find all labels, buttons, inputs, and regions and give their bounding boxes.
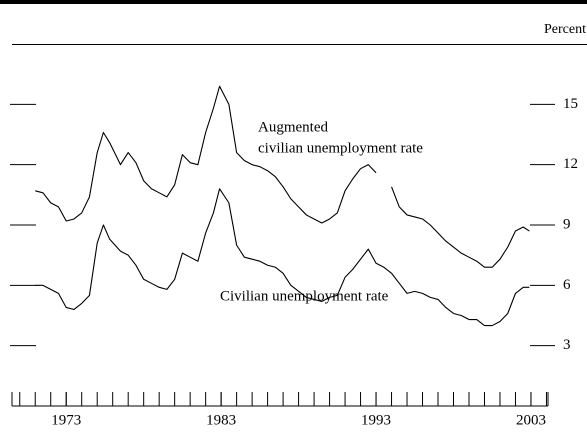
x-tick-label: 1993	[361, 412, 391, 428]
y-tick-label: 12	[563, 156, 578, 172]
y-tick-label: 3	[563, 337, 571, 353]
y-tick-label: 9	[563, 216, 571, 232]
top-rule	[0, 0, 587, 4]
series-line	[35, 188, 530, 327]
series-line	[35, 85, 530, 268]
y-tick-label: 6	[563, 277, 571, 293]
annotation: civilian unemployment rate	[258, 140, 423, 156]
y-axis-label: Percent	[544, 22, 586, 37]
y-tick-label: 15	[563, 96, 578, 112]
x-tick-label: 1983	[206, 412, 236, 428]
x-tick-label: 2003	[516, 412, 546, 428]
annotation: Augmented	[258, 119, 328, 135]
x-tick-label: 1973	[51, 412, 81, 428]
